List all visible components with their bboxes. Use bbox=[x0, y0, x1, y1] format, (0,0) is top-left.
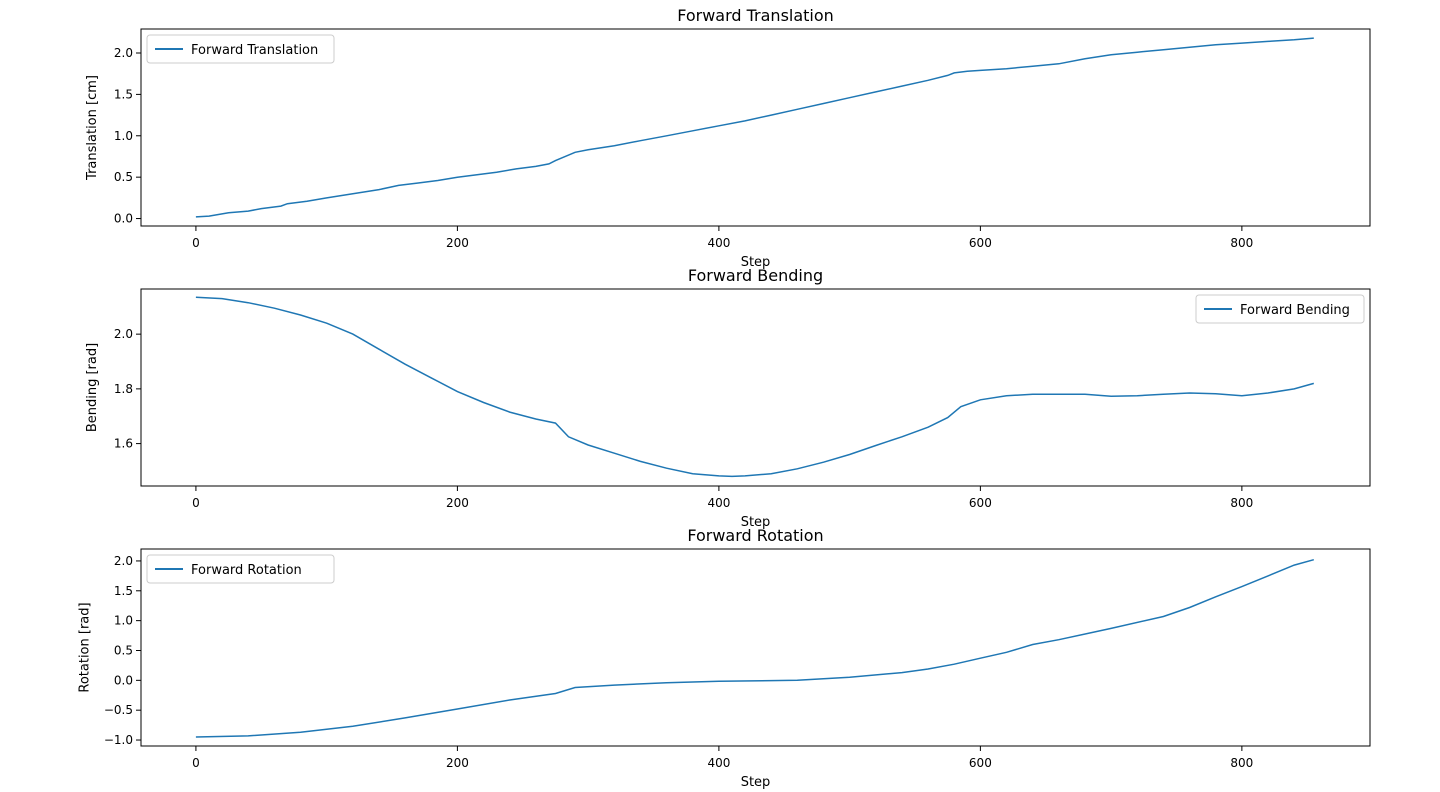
x-tick-label: 800 bbox=[1230, 236, 1253, 250]
y-tick-label: 2.0 bbox=[114, 554, 133, 568]
y-tick-label: 1.8 bbox=[114, 382, 133, 396]
legend: Forward Translation bbox=[146, 34, 335, 64]
chart-title: Forward Translation bbox=[677, 6, 834, 25]
y-tick-label: 0.0 bbox=[114, 212, 133, 226]
x-tick-label: 0 bbox=[192, 236, 200, 250]
y-tick-label: 1.0 bbox=[114, 614, 133, 628]
y-tick-label: 1.6 bbox=[114, 437, 133, 451]
y-axis-label: Translation [cm] bbox=[85, 75, 100, 181]
series-line-forward-bending bbox=[195, 296, 1315, 478]
y-tick-label: 1.0 bbox=[114, 129, 133, 143]
y-ticks: 1.6 1.8 2.0 bbox=[114, 327, 141, 451]
series-line-forward-translation bbox=[195, 37, 1314, 218]
y-ticks: 0.0 0.5 1.0 1.5 2.0 bbox=[114, 46, 141, 226]
panel-translation: Forward Translation Step Translation [cm… bbox=[85, 6, 1371, 270]
x-tick-label: 600 bbox=[969, 496, 992, 510]
legend-label: Forward Translation bbox=[191, 43, 318, 58]
x-axis-label: Step bbox=[741, 515, 771, 530]
x-ticks: 0 200 400 600 800 bbox=[192, 746, 1253, 770]
axes-frame bbox=[140, 548, 1371, 747]
x-tick-label: 200 bbox=[446, 496, 469, 510]
x-tick-label: 800 bbox=[1230, 756, 1253, 770]
x-tick-label: 400 bbox=[707, 756, 730, 770]
legend-label: Forward Rotation bbox=[191, 563, 302, 578]
x-tick-label: 800 bbox=[1230, 496, 1253, 510]
x-axis-label: Step bbox=[741, 775, 771, 790]
y-tick-label: 2.0 bbox=[114, 46, 133, 60]
y-tick-label: 1.5 bbox=[114, 584, 133, 598]
x-ticks: 0 200 400 600 800 bbox=[192, 486, 1253, 510]
series-line-forward-rotation bbox=[195, 558, 1314, 738]
x-tick-label: 0 bbox=[192, 496, 200, 510]
x-ticks: 0 200 400 600 800 bbox=[192, 226, 1253, 250]
legend-box bbox=[146, 554, 335, 584]
legend: Forward Bending bbox=[1195, 294, 1365, 324]
panel-rotation: Forward Rotation Step Rotation [rad] 0 20… bbox=[78, 526, 1371, 790]
legend-label: Forward Bending bbox=[1240, 303, 1350, 318]
x-tick-label: 0 bbox=[192, 756, 200, 770]
axes-frame bbox=[140, 28, 1371, 227]
x-tick-label: 600 bbox=[969, 236, 992, 250]
y-tick-label: 2.0 bbox=[114, 327, 133, 341]
legend: Forward Rotation bbox=[146, 554, 335, 584]
legend-box bbox=[146, 34, 335, 64]
y-tick-label: 0.5 bbox=[114, 643, 133, 657]
x-tick-label: 200 bbox=[446, 756, 469, 770]
legend-box bbox=[1195, 294, 1365, 324]
y-axis-label: Rotation [rad] bbox=[78, 602, 93, 692]
y-tick-label: −1.0 bbox=[104, 733, 133, 747]
x-tick-label: 200 bbox=[446, 236, 469, 250]
y-axis-label: Bending [rad] bbox=[85, 343, 100, 432]
y-tick-label: 1.5 bbox=[114, 87, 133, 101]
x-tick-label: 600 bbox=[969, 756, 992, 770]
x-tick-label: 400 bbox=[707, 496, 730, 510]
x-tick-label: 400 bbox=[707, 236, 730, 250]
axes-frame bbox=[140, 288, 1371, 487]
x-axis-label: Step bbox=[741, 255, 771, 270]
y-tick-label: 0.5 bbox=[114, 170, 133, 184]
y-tick-label: −0.5 bbox=[104, 703, 133, 717]
chart-title: Forward Bending bbox=[688, 266, 823, 285]
y-tick-label: 0.0 bbox=[114, 673, 133, 687]
panel-bending: Forward Bending Step Bending [rad] 0 200 4… bbox=[85, 266, 1371, 530]
y-ticks: −1.0 −0.5 0.0 0.5 1.0 1.5 2.0 bbox=[104, 554, 141, 747]
chart-title: Forward Rotation bbox=[687, 526, 823, 545]
